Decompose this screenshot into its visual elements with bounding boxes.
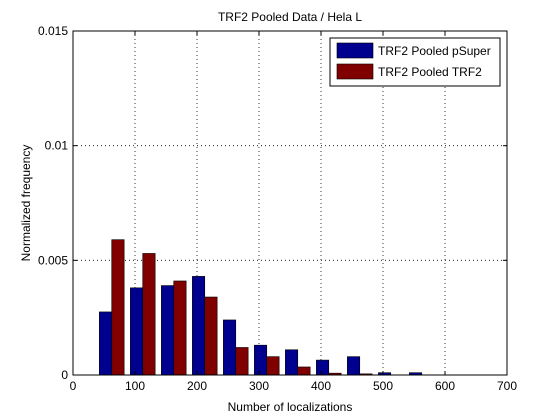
bar-psuper-7 xyxy=(316,359,330,376)
y-tick-label: 0 xyxy=(61,368,68,382)
y-tick-label: 0.015 xyxy=(38,24,68,38)
bar-trf2-0 xyxy=(111,239,125,376)
bars-layer xyxy=(99,239,423,376)
legend-swatch-trf2 xyxy=(336,63,374,80)
bar-psuper-8 xyxy=(347,356,361,376)
chart-title: TRF2 Pooled Data / Hela L xyxy=(218,10,362,24)
legend-label-trf2: TRF2 Pooled TRF2 xyxy=(378,65,482,79)
x-tick-label: 700 xyxy=(497,379,517,393)
bar-psuper-6 xyxy=(285,349,299,376)
x-tick-label: 100 xyxy=(125,379,145,393)
x-tick-label: 600 xyxy=(435,379,455,393)
legend-swatch-psuper xyxy=(336,42,374,59)
bar-trf2-6 xyxy=(297,366,311,376)
bar-psuper-0 xyxy=(99,311,113,376)
bar-trf2-2 xyxy=(173,280,187,376)
y-tick-label: 0.005 xyxy=(38,253,68,267)
y-axis-label: Normalized frequency xyxy=(19,145,33,262)
bar-trf2-4 xyxy=(235,347,249,376)
bar-trf2-3 xyxy=(204,296,218,376)
bar-psuper-2 xyxy=(161,285,175,376)
grid-layer xyxy=(73,31,507,375)
legend-label-psuper: TRF2 Pooled pSuper xyxy=(378,44,491,58)
x-tick-label: 200 xyxy=(187,379,207,393)
x-tick-label: 400 xyxy=(311,379,331,393)
bar-trf2-5 xyxy=(266,356,280,376)
bar-psuper-3 xyxy=(192,276,206,376)
ticks-layer: 0 100 200 300 400 500 600 700 0 0.005 0.01 0.015 xyxy=(38,24,517,393)
y-tick-label: 0.01 xyxy=(45,139,69,153)
x-tick-label: 300 xyxy=(249,379,269,393)
bar-psuper-4 xyxy=(223,319,237,376)
x-tick-label: 500 xyxy=(373,379,393,393)
bar-psuper-5 xyxy=(254,344,268,376)
bar-psuper-1 xyxy=(130,287,144,376)
bar-trf2-1 xyxy=(142,253,156,376)
x-tick-label: 0 xyxy=(70,379,77,393)
legend: TRF2 Pooled pSuper TRF2 Pooled TRF2 xyxy=(329,37,501,87)
plot-frame xyxy=(72,30,508,376)
x-axis-label: Number of localizations xyxy=(228,400,353,414)
